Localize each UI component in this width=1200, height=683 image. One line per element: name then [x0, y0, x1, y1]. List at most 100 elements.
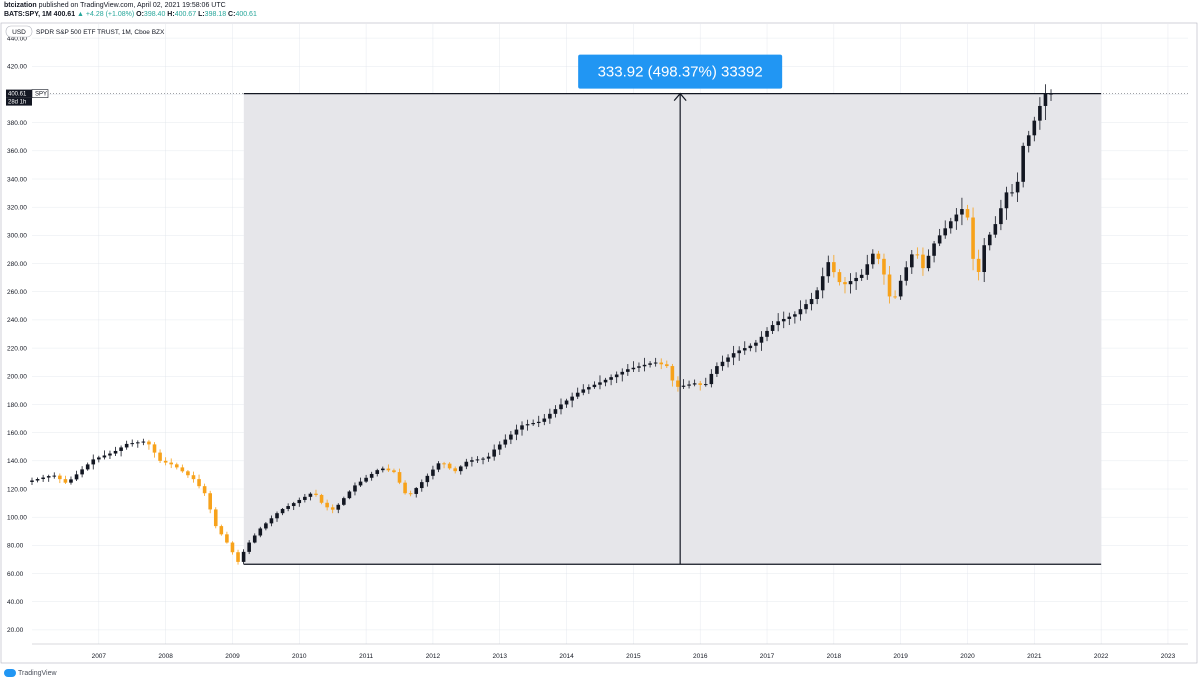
candle-body: [848, 281, 853, 285]
price-tag-countdown: 28d 1h: [8, 100, 26, 106]
x-tick-label: 2010: [292, 653, 307, 660]
candle-body: [308, 493, 313, 497]
candle-body: [303, 496, 307, 500]
candle-body: [230, 542, 235, 553]
publisher-line: btcization published on TradingView.com,…: [4, 1, 257, 10]
x-tick-label: 2013: [493, 653, 508, 660]
candle-body: [882, 258, 886, 275]
y-tick-label: 120.00: [7, 486, 27, 493]
candle-body: [381, 468, 385, 471]
candle-body: [85, 464, 90, 470]
candle-body: [987, 234, 992, 246]
candle-body: [169, 462, 174, 465]
x-tick-label: 2018: [827, 653, 842, 660]
candle-body: [369, 473, 374, 478]
candle-body: [653, 362, 658, 364]
candle-body: [46, 476, 51, 478]
candle-body: [319, 494, 324, 503]
low-label: L:: [198, 11, 205, 18]
candle-body: [587, 387, 591, 390]
candle-body: [425, 475, 430, 483]
y-tick-label: 160.00: [7, 430, 27, 437]
measure-label-text: 333.92 (498.37%) 33392: [598, 64, 763, 81]
candle-body: [41, 477, 45, 480]
candle-body: [447, 463, 452, 469]
candle-body: [358, 481, 363, 486]
candle-body: [419, 482, 424, 489]
x-tick-label: 2016: [693, 653, 708, 660]
candle-body: [141, 441, 146, 443]
candle-body: [564, 400, 569, 405]
candle-body: [776, 321, 780, 326]
candle-body: [832, 262, 836, 273]
candle-body: [748, 345, 753, 349]
candle-body: [976, 258, 981, 272]
candle-body: [74, 474, 79, 480]
candle-body: [598, 382, 602, 385]
candle-body: [347, 491, 352, 499]
measure-range-rect[interactable]: [243, 93, 1102, 565]
candle-body: [108, 453, 112, 456]
y-tick-label: 380.00: [7, 120, 27, 127]
candle-body: [330, 507, 335, 510]
candle-body: [202, 486, 207, 494]
price-tag-value: 400.61: [8, 92, 27, 98]
candle-body: [726, 357, 730, 362]
y-tick-label: 360.00: [7, 148, 27, 155]
candle-body: [1038, 105, 1042, 121]
y-tick-label: 280.00: [7, 261, 27, 268]
candle-body: [876, 253, 881, 259]
candle-body: [80, 469, 84, 475]
candle-body: [180, 467, 185, 472]
y-tick-label: 180.00: [7, 402, 27, 409]
candle-body: [664, 364, 669, 367]
candle-body: [871, 253, 875, 265]
candle-body: [898, 280, 903, 297]
candle-body: [119, 447, 123, 451]
y-tick-label: 20.00: [7, 627, 24, 634]
open-value: 398.40: [143, 11, 166, 18]
y-tick-label: 420.00: [7, 64, 27, 71]
candle-body: [770, 325, 775, 331]
candle-body: [481, 458, 485, 460]
candle-body: [703, 384, 708, 386]
high-label: H:: [167, 11, 175, 18]
close-value: 400.61: [235, 11, 257, 18]
instrument-title: SPDR S&P 500 ETF TRUST, 1M, Cboe BZX: [36, 29, 165, 36]
candle-body: [58, 475, 62, 480]
x-tick-label: 2023: [1161, 653, 1176, 660]
candle-body: [63, 479, 68, 483]
candle-body: [486, 456, 491, 459]
candle-body: [709, 373, 714, 385]
candle-body: [408, 493, 413, 495]
candle-body: [470, 460, 474, 462]
symbol-line: BATS:SPY, 1M 400.61 ▲ +4.28 (+1.08%) O:3…: [4, 10, 257, 19]
candle-body: [893, 296, 897, 298]
x-tick-label: 2008: [158, 653, 173, 660]
candles: [30, 84, 1053, 565]
candle-body: [35, 479, 40, 481]
currency-badge[interactable]: USD: [5, 25, 33, 38]
candle-body: [213, 509, 218, 527]
publisher-name: btcization: [4, 2, 37, 9]
candle-body: [314, 493, 318, 495]
candle-body: [676, 380, 680, 387]
chart-area[interactable]: 440.00420.00400.00380.00360.00340.00320.…: [0, 22, 1200, 669]
candle-body: [787, 316, 792, 319]
candle-body: [342, 498, 346, 505]
candle-body: [921, 254, 925, 269]
candle-body: [999, 208, 1003, 225]
y-tick-label: 80.00: [7, 543, 24, 550]
candle-body: [258, 528, 263, 536]
candle-body: [52, 475, 57, 477]
candle-body: [854, 277, 858, 282]
price-chart[interactable]: 440.00420.00400.00380.00360.00340.00320.…: [0, 22, 1200, 664]
candle-body: [113, 450, 118, 454]
candle-body: [1026, 135, 1031, 146]
tradingview-logo[interactable]: TradingView: [4, 669, 57, 677]
candle-body: [264, 523, 268, 529]
low-value: 398.18: [204, 11, 227, 18]
candle-body: [815, 290, 819, 300]
candle-body: [754, 342, 758, 346]
candle-body: [163, 460, 168, 463]
